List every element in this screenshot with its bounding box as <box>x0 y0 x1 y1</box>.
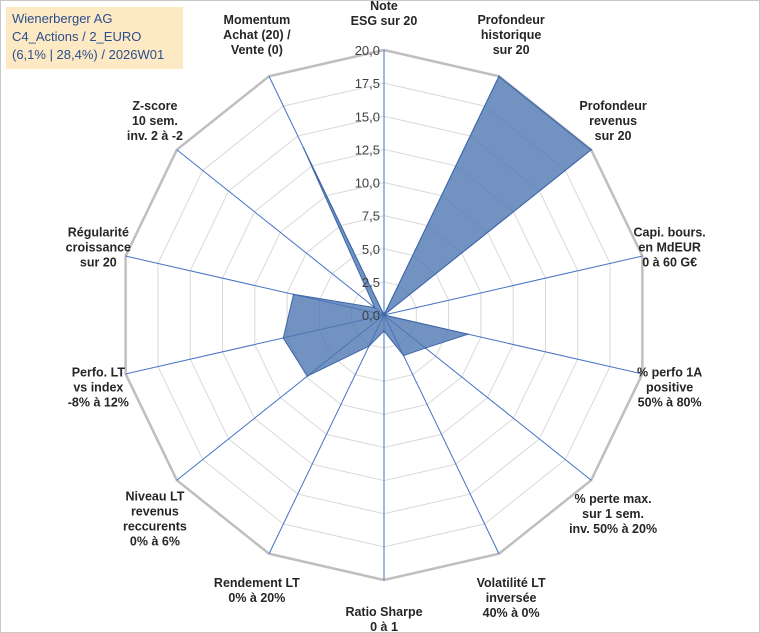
axis-label-line: Rendement LT <box>214 576 300 590</box>
axis-label: Note ESG sur 20 <box>351 0 418 28</box>
axis-label-line: 0 à 1 <box>370 620 398 633</box>
series-point <box>498 75 500 78</box>
axis-label-line: 50% à 80% <box>638 396 702 410</box>
axis-label-line: croissance <box>66 240 131 254</box>
axis-label-line: Profondeur <box>579 99 646 113</box>
axis-label: Capi. bours. en MdEUR 0 à 60 G€ <box>634 225 706 269</box>
tick-label: 15,0 <box>355 109 380 124</box>
title-category: C4_Actions / 2_EURO <box>12 29 142 44</box>
axis-label-line: 0% à 20% <box>228 591 285 605</box>
axis-label-line: Z-score <box>132 99 177 113</box>
axis-label-line: Perfo. LT <box>72 366 126 380</box>
axis-label-line: 10 sem. <box>132 114 178 128</box>
axis-label-line: vs index <box>73 381 123 395</box>
axis-label-line: 0% à 6% <box>130 534 180 548</box>
axis-label: Volatilité LT inversée 40% à 0% <box>477 576 546 620</box>
tick-label: 20,0 <box>355 43 380 58</box>
axis-label-line: historique <box>481 28 541 42</box>
axis-label-line: revenus <box>589 114 637 128</box>
axis-label-line: % perte max. <box>575 492 652 506</box>
series-point <box>373 306 376 309</box>
axis-label-line: % perfo 1A <box>637 366 702 380</box>
axis-label-line: reccurents <box>123 519 187 533</box>
radial-tick-labels: 0,0 2,5 5,0 7,5 10,0 12,5 15,0 17,5 20,0 <box>355 43 380 323</box>
tick-label: 17,5 <box>355 76 380 91</box>
axis-label: % perte max. sur 1 sem. inv. 50% à 20% <box>569 492 657 536</box>
axis-label: Ratio Sharpe 0 à 1 <box>345 605 422 633</box>
axis-label: Rendement LT 0% à 20% <box>214 576 300 605</box>
axis-label-line: sur 1 sem. <box>582 507 644 521</box>
axis-label-line: inversée <box>486 591 537 605</box>
axis-label-line: Vente (0) <box>231 43 283 57</box>
axis-label-line: inv. 2 à -2 <box>127 129 183 143</box>
tick-label: 2,5 <box>362 275 380 290</box>
tick-label: 12,5 <box>355 142 380 157</box>
axis-label-line: Niveau LT <box>126 489 185 503</box>
axis-label: Niveau LT revenus reccurents 0% à 6% <box>123 489 187 548</box>
series-point <box>590 148 592 151</box>
axis-label-line: Volatilité LT <box>477 576 546 590</box>
radar-series <box>282 75 592 377</box>
axis-label: Perfo. LT vs index -8% à 12% <box>68 366 129 410</box>
axis-label-line: 40% à 0% <box>483 606 540 620</box>
axis-label-line: revenus <box>131 504 179 518</box>
series-point <box>402 354 405 357</box>
axis-labels: Note ESG sur 20 Profondeur historique sur 20… <box>66 0 706 633</box>
axis-spoke <box>268 314 385 554</box>
axis-label-line: en MdEUR <box>638 240 701 254</box>
series-point <box>383 314 385 316</box>
axis-label-line: Profondeur <box>477 13 544 27</box>
axis-label-line: -8% à 12% <box>68 396 129 410</box>
series-point <box>368 345 370 347</box>
axis-label-line: Achat (20) / <box>223 28 291 42</box>
axis-label: Profondeur revenus sur 20 <box>579 99 646 143</box>
tick-label: 7,5 <box>362 209 380 224</box>
series-point <box>292 293 295 296</box>
axis-label: % perfo 1A positive 50% à 80% <box>637 366 702 410</box>
axis-label-line: Capi. bours. <box>634 225 706 239</box>
axis-label: Régularité croissance sur 20 <box>66 225 131 269</box>
axis-label: Profondeur historique sur 20 <box>477 13 544 57</box>
axis-label-line: Régularité <box>68 225 129 239</box>
series-point <box>306 375 309 377</box>
axis-label-line: Note <box>370 0 398 13</box>
axis-label-line: ESG sur 20 <box>351 14 418 28</box>
axis-label: Momentum Achat (20) / Vente (0) <box>223 13 291 57</box>
axis-label: Z-score 10 sem. inv. 2 à -2 <box>127 99 183 143</box>
tick-label: 10,0 <box>355 176 380 191</box>
axis-label-line: sur 20 <box>80 255 117 269</box>
axis-label-line: positive <box>646 381 693 395</box>
axis-spoke <box>383 255 643 316</box>
axis-label-line: Ratio Sharpe <box>345 605 422 619</box>
title-period: (6,1% | 28,4%) / 2026W01 <box>12 47 165 62</box>
series-point <box>467 333 469 335</box>
axis-label-line: sur 20 <box>493 43 530 57</box>
axis-label-line: sur 20 <box>595 129 632 143</box>
series-point <box>383 330 385 332</box>
chart-title-box: Wienerberger AG C4_Actions / 2_EURO (6,1… <box>6 7 183 69</box>
tick-label: 5,0 <box>362 242 380 257</box>
axis-spoke <box>176 149 385 316</box>
title-company: Wienerberger AG <box>12 11 113 26</box>
axis-label-line: inv. 50% à 20% <box>569 522 657 536</box>
series-point <box>282 337 285 339</box>
tick-label: 0,0 <box>362 308 380 323</box>
axis-label-line: Momentum <box>224 13 291 27</box>
series-point <box>424 347 427 349</box>
series-point <box>302 147 305 149</box>
axis-label-line: 0 à 60 G€ <box>642 255 697 269</box>
